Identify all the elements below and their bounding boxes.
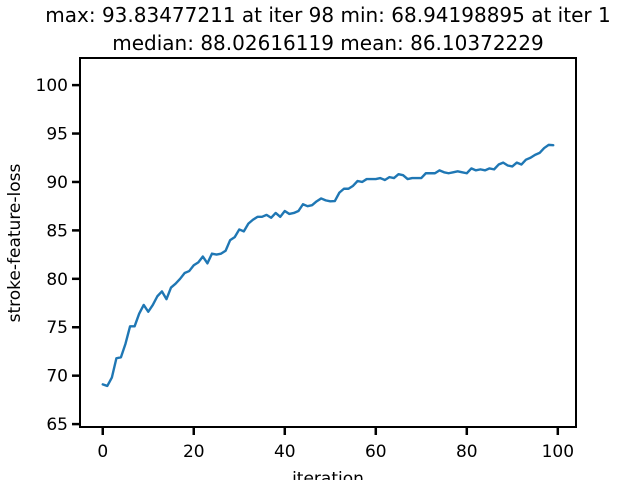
x-tick-label: 60 — [365, 442, 387, 462]
y-tick-label: 100 — [36, 76, 68, 96]
x-axis-label: iteration — [292, 469, 364, 480]
y-tick-label: 95 — [46, 125, 68, 145]
y-tick-label: 90 — [46, 173, 68, 193]
y-tick-label: 70 — [46, 367, 68, 387]
x-tick-label: 0 — [97, 442, 108, 462]
x-axis: 0 20 40 60 80 100 — [97, 427, 574, 462]
x-tick-label: 80 — [456, 442, 478, 462]
series-line — [101, 143, 555, 388]
x-tick-label: 20 — [183, 442, 205, 462]
y-axis-label: stroke-feature-loss — [5, 164, 25, 323]
y-tick-label: 75 — [46, 318, 68, 338]
y-tick-label: 85 — [46, 221, 68, 241]
x-tick-label: 40 — [274, 442, 296, 462]
y-tick-label: 80 — [46, 270, 68, 290]
y-axis: 65 70 75 80 85 90 95 100 — [36, 76, 80, 435]
chart-title-line1: max: 93.83477211 at iter 98 min: 68.9419… — [45, 3, 610, 27]
x-tick-label: 100 — [542, 442, 574, 462]
plot-frame — [79, 57, 577, 428]
y-tick-label: 65 — [46, 415, 68, 435]
chart-title-line2: median: 88.02616119 mean: 86.10372229 — [112, 31, 543, 55]
